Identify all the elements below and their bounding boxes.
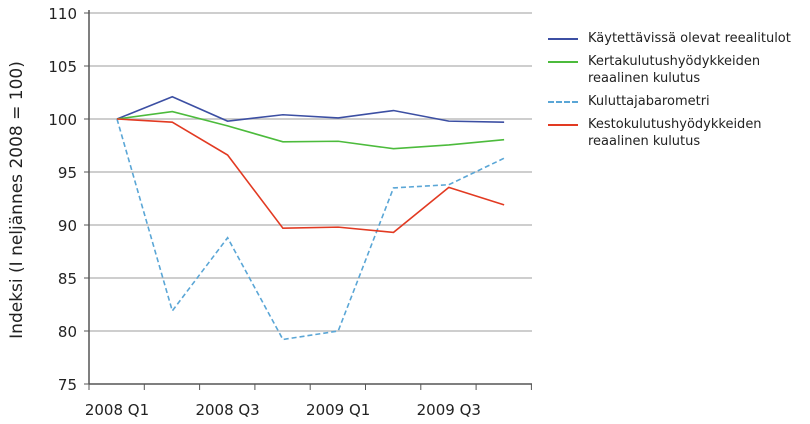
y-tick-label: 100	[48, 111, 77, 129]
series-line	[116, 110, 505, 150]
legend-swatch	[548, 101, 578, 103]
y-tick-label: 105	[48, 58, 77, 76]
legend-item: Käytettävissä olevat reealitulot	[548, 30, 808, 47]
x-tick-label: 2009 Q1	[306, 401, 370, 419]
legend-label: Kestokulutushyödykkeiden reaalinen kulut…	[588, 117, 762, 149]
legend-item: Kertakulutushyödykkeiden reaalinen kulut…	[548, 53, 808, 87]
y-axis-label: Indeksi (I neljännes 2008 = 100)	[7, 61, 27, 339]
legend-label: Kuluttajabarometri	[588, 94, 710, 109]
legend-label: Käytettävissä olevat reealitulot	[588, 31, 791, 46]
x-tick-label: 2009 Q3	[417, 401, 481, 419]
legend: Käytettävissä olevat reealitulot Kertakul…	[548, 30, 808, 156]
y-tick-label: 80	[58, 323, 77, 341]
legend-item: Kestokulutushyödykkeiden reaalinen kulut…	[548, 116, 808, 150]
x-tick-label: 2008 Q1	[85, 401, 149, 419]
legend-item: Kuluttajabarometri	[548, 93, 808, 110]
legend-swatch	[548, 38, 578, 40]
legend-label: Kertakulutushyödykkeiden reaalinen kulut…	[588, 54, 761, 86]
y-tick-label: 110	[48, 5, 77, 23]
legend-swatch	[548, 61, 578, 63]
y-tick-label: 75	[58, 376, 77, 394]
y-tick-label: 90	[58, 217, 77, 235]
x-tick-label: 2008 Q3	[195, 401, 259, 419]
legend-swatch	[548, 124, 578, 126]
series-line	[116, 95, 505, 123]
y-tick-label: 85	[58, 270, 77, 288]
series-line	[116, 118, 505, 341]
y-tick-label: 95	[58, 164, 77, 182]
series-line	[116, 118, 505, 234]
